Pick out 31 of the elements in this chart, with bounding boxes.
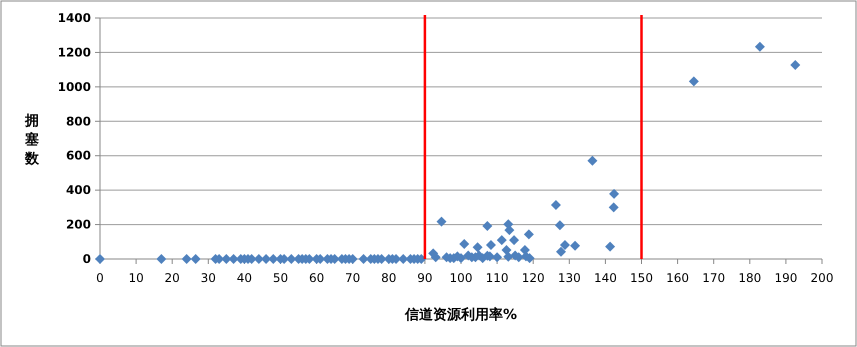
y-tick-label: 200 <box>66 218 91 232</box>
x-tick-label: 60 <box>308 271 324 285</box>
y-tick-label: 600 <box>66 148 91 163</box>
x-tick-label: 200 <box>810 271 834 285</box>
x-tick-label: 150 <box>630 271 653 285</box>
x-tick-label: 110 <box>486 271 509 285</box>
y-tick-label: 1400 <box>58 11 91 25</box>
x-tick-label: 10 <box>128 271 144 285</box>
x-tick-label: 80 <box>381 271 396 285</box>
x-tick-label: 90 <box>417 271 433 285</box>
x-tick-label: 100 <box>450 271 472 285</box>
x-axis-title: 信道资源利用率% <box>404 306 518 323</box>
y-tick-label: 800 <box>66 114 91 128</box>
x-tick-label: 70 <box>345 271 360 285</box>
x-tick-label: 160 <box>666 271 690 285</box>
x-tick-label: 120 <box>522 271 545 285</box>
x-tick-label: 170 <box>702 271 726 285</box>
x-tick-label: 40 <box>236 271 252 285</box>
x-tick-label: 140 <box>594 271 617 285</box>
x-tick-label: 50 <box>272 271 288 285</box>
y-tick-label: 1000 <box>58 80 91 94</box>
y-tick-label: 400 <box>66 183 91 198</box>
y-axis-title: 拥塞数 <box>24 113 40 167</box>
x-tick-label: 130 <box>558 271 581 285</box>
x-tick-label: 20 <box>164 271 180 285</box>
x-tick-label: 190 <box>774 271 798 285</box>
x-tick-label: 0 <box>96 271 104 285</box>
y-tick-label: 0 <box>82 252 91 266</box>
y-tick-label: 1200 <box>58 45 91 60</box>
x-tick-label: 30 <box>200 271 216 285</box>
x-tick-label: 180 <box>738 271 762 285</box>
